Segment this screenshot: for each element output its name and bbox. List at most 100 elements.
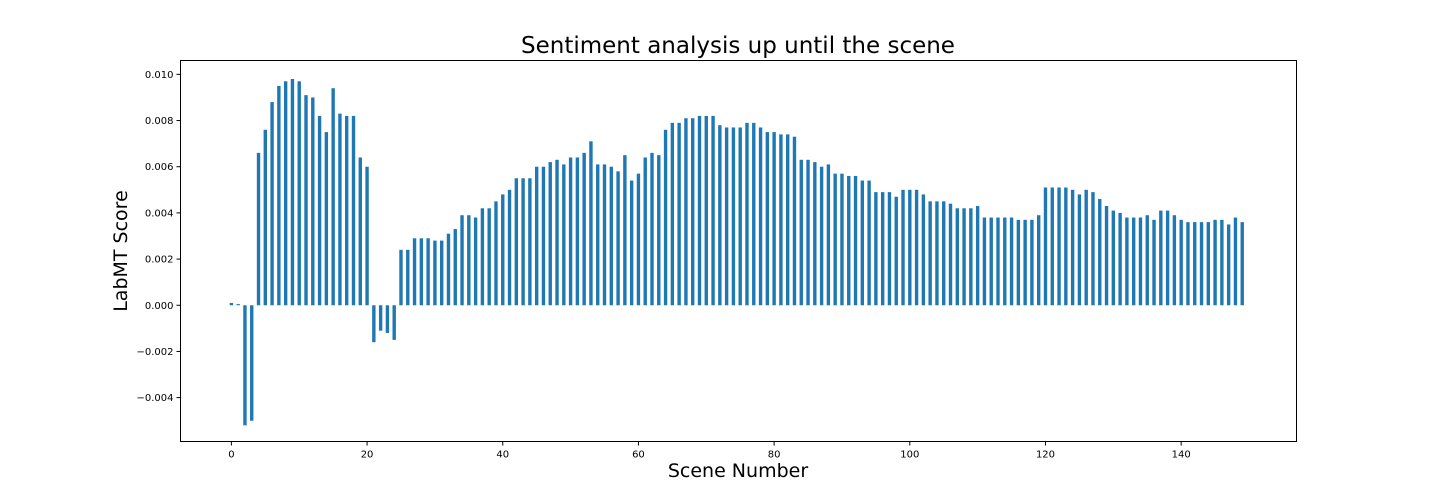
bar-scene-55 [602,164,607,306]
bar-scene-148 [1233,217,1238,306]
bar-scene-2 [243,305,247,426]
bar-scene-82 [785,134,790,306]
bar-scene-60 [636,173,641,306]
y-tick-label: 0.006 [145,162,174,173]
y-axis: −0.004 −0.002 0.000 0.002 0.004 0.006 0.008 0.0… [136,70,181,404]
y-axis-label: LabMT Score [110,190,132,312]
bar-scene-84 [799,159,803,306]
bar-scene-106 [948,203,953,306]
bar-scene-14 [324,132,329,306]
bar-scene-93 [860,180,865,306]
bar-scene-21 [372,305,376,343]
bar-scene-146 [1220,219,1224,306]
bar-scene-136 [1152,219,1156,306]
bar-scene-3 [250,305,254,421]
bar-scene-40 [501,194,505,306]
bar-scene-128 [1098,199,1102,306]
bar-scene-77 [752,122,756,306]
bar-scene-28 [419,238,424,306]
bar-scene-4 [256,152,261,306]
bar-scene-79 [765,132,770,306]
bar-scene-80 [772,132,776,306]
bar-scene-13 [317,115,322,306]
bar-scene-54 [596,164,600,306]
chart-title: Sentiment analysis up until the scene [521,33,955,59]
x-tick-label: 80 [768,450,781,461]
bar-scene-34 [460,215,464,306]
bar-scene-108 [962,208,966,306]
x-tick-label: 120 [1036,450,1055,461]
bar-scene-116 [1016,219,1021,306]
bar-scene-53 [589,141,593,306]
y-tick-label: 0.002 [145,255,174,266]
bar-scene-73 [724,127,729,306]
bar-scene-7 [277,85,281,306]
x-tick-label: 20 [361,450,374,461]
bar-scene-83 [792,136,797,306]
bar-scene-12 [311,97,315,306]
bar-scene-141 [1186,222,1190,306]
bar-scene-15 [331,88,335,306]
bar-scene-101 [914,189,919,306]
bar-scene-121 [1050,187,1054,306]
bar-scene-66 [677,122,681,306]
bar-scene-68 [691,118,695,306]
bar-scene-30 [433,240,437,306]
bar-scene-100 [908,189,912,306]
bar-scene-65 [670,122,675,306]
bar-scene-74 [731,127,736,306]
bar-scene-135 [1145,215,1149,306]
bar-scene-129 [1104,205,1109,306]
x-axis-label: Scene Number [668,460,808,482]
bar-scene-115 [1009,217,1014,306]
bar-scene-139 [1172,215,1177,306]
bar-scene-20 [365,166,369,306]
bar-scene-36 [473,217,478,306]
bar-scene-102 [921,194,926,306]
bar-scene-71 [711,115,715,306]
bar-scene-19 [358,157,362,306]
bar-scene-57 [616,171,620,306]
bar-scene-130 [1111,210,1116,306]
bar-scene-86 [813,162,817,306]
bar-scene-145 [1213,219,1217,306]
y-tick-label: 0.000 [145,301,174,312]
x-tick-label: 0 [228,450,234,461]
bar-scene-47 [548,162,552,306]
bar-scene-120 [1043,187,1048,306]
bar-scene-43 [521,178,525,306]
bar-scene-45 [534,166,539,306]
bar-scene-127 [1091,192,1095,306]
y-tick-label: −0.002 [136,347,173,358]
bar-scene-10 [297,81,301,306]
bar-scene-104 [935,201,939,306]
bar-scene-37 [480,208,485,306]
bar-scene-49 [562,164,566,306]
y-tick-label: 0.008 [145,116,174,127]
bar-scene-78 [758,127,763,306]
bar-scene-131 [1118,212,1122,306]
bar-scene-98 [894,196,898,306]
bar-scene-5 [263,129,267,306]
bar-scene-138 [1165,210,1170,306]
bar-scene-51 [575,157,580,306]
bar-scene-41 [507,189,512,306]
bar-scene-76 [745,122,749,306]
bar-scene-8 [283,81,288,306]
bar-scene-110 [975,205,980,306]
bar-scene-124 [1070,189,1075,306]
bar-scene-90 [840,173,844,306]
bar-scene-126 [1084,189,1088,306]
bar-scene-38 [487,208,491,306]
bar-scene-29 [426,238,430,306]
x-axis: 0 20 40 60 80 100 120 140 [228,441,1191,461]
bar-scene-39 [494,201,498,306]
bar-scene-123 [1064,187,1068,306]
bar-scene-56 [609,166,613,306]
bar-scene-59 [629,180,634,306]
bar-scene-149 [1240,222,1244,306]
bar-scene-64 [663,129,668,306]
bar-scene-134 [1138,217,1143,306]
bar-scene-1 [236,304,240,306]
bar-scene-48 [555,159,559,306]
